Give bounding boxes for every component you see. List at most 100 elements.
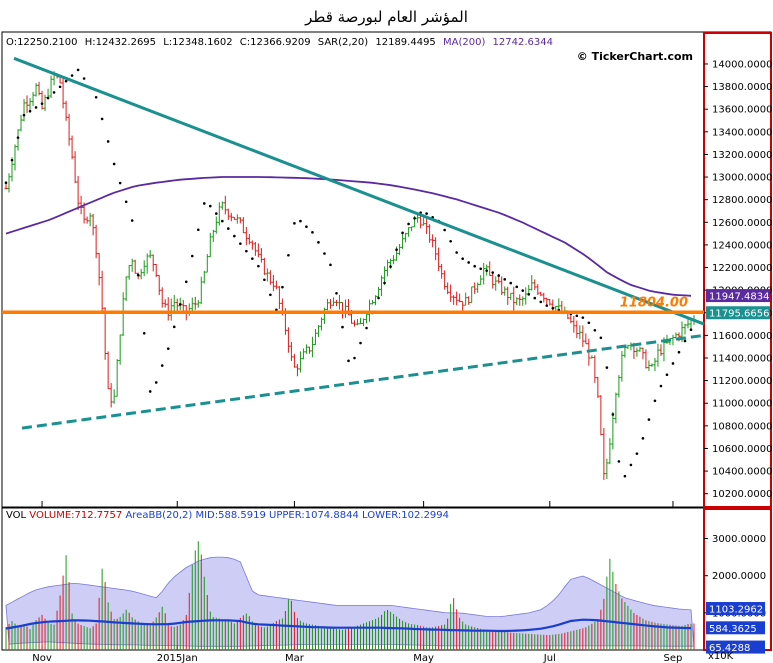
sar-dot [581,316,585,319]
sar-dot [257,264,260,268]
bb-band [5,556,695,647]
price-tick-label: 10600.0000 [712,444,772,455]
close-value: C:12366.9209 [239,37,311,48]
sar-dot [94,95,98,99]
bb-upper-value: UPPER:1074.8844 [269,510,359,521]
sar-label: SAR(2,20) [317,37,369,48]
price-value-tag-label: 11947.4834 [709,292,769,303]
sar-dot [425,212,428,215]
sar-dot [166,347,170,350]
sar-dot [202,202,206,205]
sar-dot [617,460,621,463]
price-tick-label: 13000.0000 [712,173,772,184]
sar-dot [275,308,278,312]
sar-dot [401,231,404,235]
sar-dot [479,267,482,271]
sar-dot [263,278,266,282]
sar-dot [82,77,86,80]
sar-dot [100,117,104,121]
sar-dot [515,285,519,289]
bb-label: AreaBB(20,2) [125,510,193,521]
bb-mid-line [5,618,692,633]
sar-dot [605,366,609,369]
volume-info-bar: VOL VOLUME:712.7757 AreaBB(20,2) MID:588… [6,510,449,521]
sar-dot [683,339,687,343]
sar-dot [136,273,140,277]
sar-dot [611,413,615,416]
ma200-line [5,176,692,297]
volume-unit-label: x10K [708,651,734,662]
sar-dot [527,293,531,296]
sar-dot [233,234,236,238]
copyright-text: © TickerChart.com [576,50,693,63]
sar-dot [46,96,50,100]
sar-dot [659,384,663,388]
sar-dot [215,212,218,215]
sar-dot [16,136,20,139]
sar-dot [335,291,338,295]
sar-dot [443,228,446,232]
x-tick-label: Mar [285,653,305,663]
sar-dot [509,281,513,285]
price-tick-label: 11000.0000 [712,399,772,410]
sar-dot [70,74,74,77]
sar-dot [148,390,152,393]
sar-dot [208,204,212,208]
sar-dot [341,325,344,329]
uptrend-line [21,333,705,430]
price-tick-label: 10800.0000 [712,421,772,432]
price-tick-label: 12400.0000 [712,240,772,251]
sar-dot [671,362,675,365]
sar-dot [491,271,495,274]
sar-dot [40,102,44,105]
sar-dot [58,85,62,89]
sar-dot [311,231,314,234]
price-tick-label: 12600.0000 [712,218,772,229]
price-value-tag [706,306,770,320]
high-value: H:12432.2695 [84,37,157,48]
volume-value-tag [706,640,765,654]
sar-dot [533,296,537,300]
sar-dot [190,254,194,258]
sar-dot [154,381,158,384]
sar-dot [503,278,507,281]
sar-dot [635,452,639,455]
price-tick-label: 10200.0000 [712,489,772,500]
sar-dot [485,269,488,272]
sar-dot [407,222,410,226]
bb-lower-value: LOWER:102.2994 [362,510,450,521]
sar-dot [365,326,368,330]
sar-dot [221,219,224,223]
ma-label: MA(200) [443,37,486,48]
sar-dot [269,293,272,297]
sar-dot [239,242,242,245]
volume-value-tag [706,602,765,616]
sar-dot [545,304,549,307]
sar-dots [4,68,693,478]
sar-dot [329,263,332,267]
sar-dot [305,225,308,229]
price-value-tag [706,289,770,303]
sar-dot [593,328,597,332]
volume-tick-label: 2000.0000 [712,571,766,582]
sar-dot [455,251,458,254]
volume-value-tag [706,621,765,635]
resistance-label: 11804.00 [620,295,688,310]
sar-dot [160,364,164,367]
sar-dot [383,281,386,285]
sar-dot [551,306,555,310]
price-tick-label: 12200.0000 [712,263,772,274]
chart-title: المؤشر العام لبورصة قطر [305,8,468,26]
price-info-bar: O:12250.2100 H:12432.2695 L:12348.1602 C… [6,37,553,48]
sar-dot [377,296,380,300]
price-panel-frame [1,31,772,508]
sar-dot [317,241,320,244]
sar-dot [22,113,26,117]
price-tick-label: 10400.0000 [712,467,772,478]
volume-value: VOLUME:712.7757 [29,510,123,521]
sar-dot [599,336,603,340]
x-tick-label: Nov [32,653,52,663]
sar-dot [251,257,254,260]
sar-dot [461,257,464,261]
